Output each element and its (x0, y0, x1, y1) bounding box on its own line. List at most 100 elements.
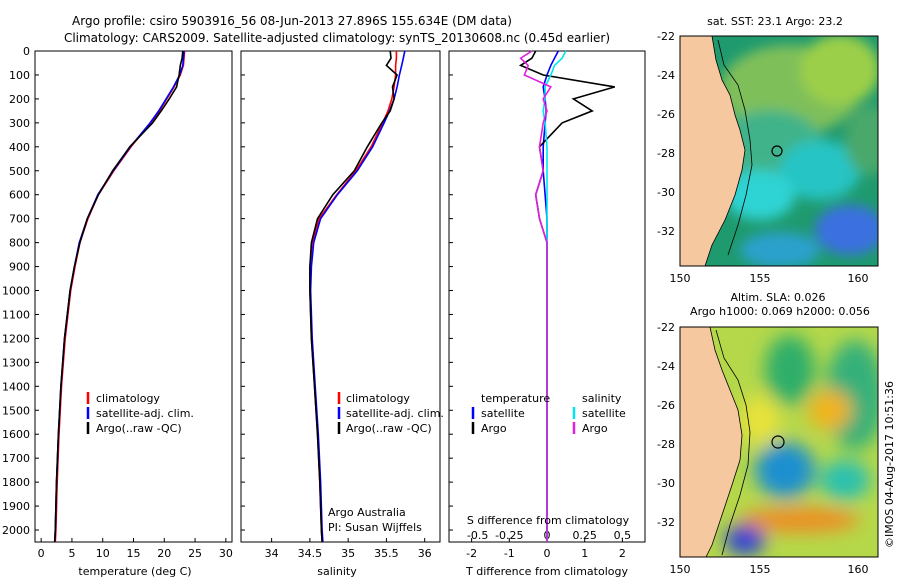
sst-map (680, 36, 878, 266)
lat-tick-label: -30 (657, 477, 675, 490)
depth-tick-label: 400 (9, 141, 30, 154)
sla-map-title-1: Altim. SLA: 0.026 (730, 291, 825, 304)
lat-tick-label: -28 (657, 438, 675, 451)
x-tick-label: 10 (96, 547, 110, 560)
lat-tick-label: -24 (657, 69, 675, 82)
title-line-2: Climatology: CARS2009. Satellite-adjuste… (64, 31, 610, 45)
lon-tick-label: 160 (848, 272, 869, 285)
depth-tick-label: 1200 (2, 332, 30, 345)
x-tick-label: 0 (544, 547, 551, 560)
lat-tick-label: -26 (657, 399, 675, 412)
lat-tick-label: -24 (657, 360, 675, 373)
depth-tick-label: 800 (9, 237, 30, 250)
depth-tick-label: 500 (9, 165, 30, 178)
x-tick-label: 35.5 (374, 547, 399, 560)
lon-tick-label: 160 (848, 563, 869, 576)
x-tick-label: 15 (127, 547, 141, 560)
depth-tick-label: 0 (23, 45, 30, 58)
depth-axis: 0 100 200 300 400 500 600 700 800 900 1000 1100 1200… (2, 45, 30, 537)
title-line-1: Argo profile: csiro 5903916_56 08-Jun-20… (72, 14, 512, 28)
legend-label-satellite: satellite-adj. clim. (346, 407, 444, 420)
credit-line-2: PI: Susan Wijffels (328, 521, 422, 534)
legend-label-satellite: satellite-adj. clim. (96, 407, 194, 420)
depth-tick-label: 1100 (2, 308, 30, 321)
difference-legend: temperature salinity satellite Argo sate… (467, 392, 630, 527)
sla-map-title-2: Argo h1000: 0.069 h2000: 0.056 (690, 305, 870, 318)
temperature-plot: 0 5 10 15 20 25 30 (35, 50, 233, 560)
land-australia (680, 327, 743, 557)
x-tick-label: 34 (265, 547, 279, 560)
land-australia (680, 36, 746, 266)
depth-tick-label: 1700 (2, 452, 30, 465)
argo-position-marker (771, 145, 783, 157)
x-tick-label: 36 (418, 547, 432, 560)
lat-tick-label: -32 (657, 225, 675, 238)
x-tick-label: 34.5 (298, 547, 323, 560)
sla-map (680, 327, 878, 557)
s-diff-axis-label: S difference from climatology (467, 514, 630, 527)
difference-xlabel: T difference from climatology (465, 565, 628, 578)
legend-label-argo: Argo(..raw -QC) (96, 422, 182, 435)
argo-position-marker (771, 435, 785, 449)
legend-title-temperature: temperature (481, 392, 550, 405)
lat-tick-label: -22 (657, 321, 675, 334)
salinity-plot: 34 34.5 35 35.5 36 (241, 50, 432, 560)
x-tick-label: 20 (157, 547, 171, 560)
depth-tick-label: 1300 (2, 356, 30, 369)
depth-tick-label: 1800 (2, 476, 30, 489)
lon-tick-label: 155 (750, 272, 771, 285)
lon-tick-label: 155 (750, 563, 771, 576)
legend-label-climatology: climatology (346, 392, 410, 405)
lat-tick-label: -28 (657, 147, 675, 160)
legend-label-temp-argo: Argo (481, 422, 507, 435)
depth-tick-label: 900 (9, 261, 30, 274)
sst-map-title: sat. SST: 23.1 Argo: 23.2 (707, 15, 843, 28)
x-tick-label: 35 (341, 547, 355, 560)
map-axes: 150 155 160 -22 -24 -26 -28 -30 -32 150 155 160 -22 -… (657, 30, 868, 576)
depth-tick-label: 200 (9, 93, 30, 106)
credit-line-1: Argo Australia (328, 506, 406, 519)
lon-tick-label: 150 (670, 563, 691, 576)
salinity-panel (240, 50, 441, 543)
series-line (519, 50, 552, 542)
legend-label-sal-satellite: satellite (582, 407, 626, 420)
x-tick-label: 5 (68, 547, 75, 560)
x-tick-label: -2 (466, 547, 477, 560)
series-line (53, 50, 184, 543)
s-tick-label: 0.5 (614, 529, 632, 542)
series-line (309, 50, 399, 543)
legend-label-climatology: climatology (96, 392, 160, 405)
s-tick-label: -0.25 (495, 529, 523, 542)
x-tick-label: 1 (581, 547, 588, 560)
depth-tick-label: 600 (9, 189, 30, 202)
legend-label-sal-argo: Argo (582, 422, 608, 435)
salinity-legend: climatology satellite-adj. clim. Argo(..… (328, 392, 444, 534)
temperature-legend: climatology satellite-adj. clim. Argo(..… (86, 392, 194, 435)
x-tick-label: 25 (188, 547, 202, 560)
legend-label-temp-satellite: satellite (481, 407, 525, 420)
x-tick-label: 2 (619, 547, 626, 560)
depth-tick-label: 1400 (2, 380, 30, 393)
depth-tick-label: 2000 (2, 524, 30, 537)
depth-tick-label: 100 (9, 69, 30, 82)
depth-tick-label: 700 (9, 213, 30, 226)
s-tick-label: -0.5 (467, 529, 488, 542)
lat-tick-label: -30 (657, 186, 675, 199)
x-tick-label: 0 (38, 547, 45, 560)
depth-tick-label: 1000 (2, 285, 30, 298)
x-tick-label: 30 (219, 547, 233, 560)
salinity-xlabel: salinity (317, 565, 357, 578)
depth-tick-label: 1900 (2, 500, 30, 513)
x-tick-label: -1 (504, 547, 515, 560)
depth-tick-label: 1500 (2, 404, 30, 417)
imos-timestamp: ©IMOS 04-Aug-2017 10:51:36 (883, 381, 896, 548)
lon-tick-label: 150 (670, 272, 691, 285)
s-tick-label: 0.25 (572, 529, 597, 542)
lat-tick-label: -26 (657, 108, 675, 121)
depth-tick-label: 1600 (2, 428, 30, 441)
depth-tick-label: 300 (9, 117, 30, 130)
lat-tick-label: -22 (657, 30, 675, 43)
lat-tick-label: -32 (657, 516, 675, 529)
legend-title-salinity: salinity (582, 392, 622, 405)
